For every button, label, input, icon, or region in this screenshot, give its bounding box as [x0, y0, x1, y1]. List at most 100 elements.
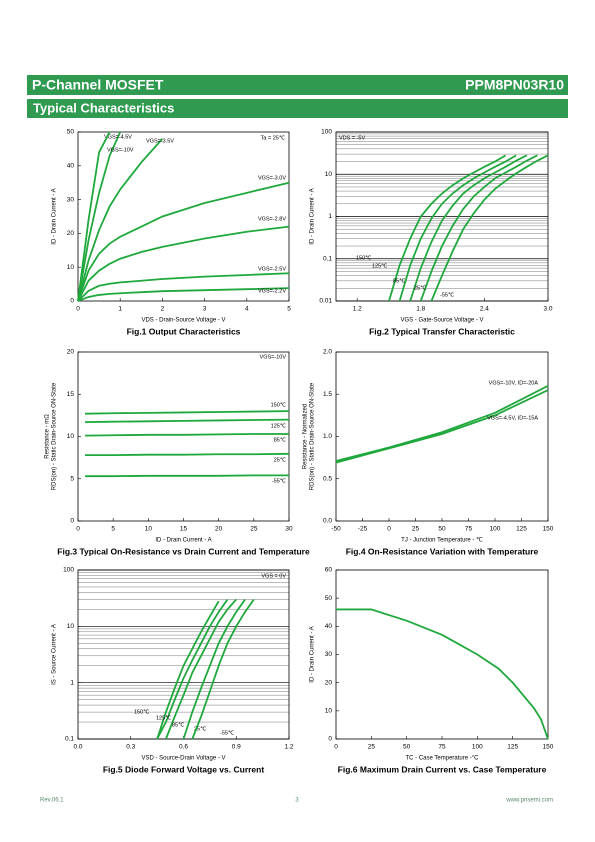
x-tick-label: 1.2	[353, 306, 362, 313]
y-tick-label: 10	[67, 623, 75, 630]
y-tick-label: 0	[328, 736, 332, 743]
series-line	[398, 154, 517, 302]
x-tick-label: 5	[287, 306, 291, 313]
x-tick-label: 1	[118, 306, 122, 313]
y-axis-label: ID - Drain Current - A	[52, 188, 58, 244]
series-line	[77, 272, 290, 302]
plot-frame	[335, 569, 549, 740]
series-line	[388, 154, 507, 302]
x-tick-label: 0.6	[179, 744, 188, 751]
y-tick-label: 40	[67, 163, 75, 170]
plot-frame	[77, 131, 290, 302]
series-label: 150℃	[356, 255, 372, 261]
x-tick-label: 75	[438, 744, 446, 751]
y-tick-label: 1.0	[323, 433, 332, 440]
y-tick-label: 1	[328, 213, 332, 220]
x-tick-label: 4	[245, 306, 249, 313]
series-label: VGS=-2.2V	[258, 288, 286, 294]
y-tick-label: 100	[63, 567, 74, 574]
x-tick-label: 100	[472, 744, 483, 751]
y-tick-label: 5	[70, 475, 74, 482]
y-tick-label: 0.5	[323, 475, 332, 482]
x-axis-label: VSD - Source-Drain Voltage - V	[141, 756, 225, 762]
x-tick-label: 0	[387, 526, 391, 533]
revision: Rev.06.1	[40, 798, 64, 804]
y-axis-label: RDS(on) - Static Drain-Source ON-State	[310, 382, 316, 490]
x-axis-label: ID - Drain Current - A	[155, 538, 211, 544]
y-tick-label: 1.5	[323, 391, 332, 398]
y-axis-label: Resistance - Normalized	[303, 404, 309, 469]
x-tick-label: 25	[368, 744, 376, 751]
y-tick-label: 10	[325, 708, 333, 715]
y-tick-label: 30	[67, 196, 75, 203]
x-tick-label: 1.2	[284, 744, 293, 751]
x-tick-label: 0.3	[126, 744, 135, 751]
x-tick-label: 15	[180, 526, 188, 533]
y-tick-label: 0.0	[323, 518, 332, 525]
series-label: 125℃	[372, 263, 388, 269]
y-tick-label: 50	[67, 129, 75, 136]
x-tick-label: 0	[76, 526, 80, 533]
section-title: Typical Characteristics	[33, 100, 174, 115]
x-tick-label: 25	[412, 526, 420, 533]
chart-title: Fig.2 Typical Transfer Characteristic	[369, 326, 515, 336]
annotation: VGS=-10V	[260, 354, 287, 360]
annotation: VDS = -5V	[339, 135, 365, 141]
series-label: VGS=-2.5V	[258, 266, 286, 272]
series-label: -55℃	[220, 730, 235, 736]
series-line	[77, 181, 290, 302]
y-axis-label: IS - Source Current - A	[52, 624, 58, 685]
annotation: VGS = 0V	[261, 573, 286, 579]
y-tick-label: 20	[67, 349, 75, 356]
y-axis-label: RDS(on) - Static Drain-Source ON-State	[52, 382, 58, 490]
series-label: 85℃	[393, 278, 406, 284]
y-tick-label: 40	[325, 623, 333, 630]
section-bar	[27, 99, 568, 118]
series-line	[85, 410, 290, 415]
series-line	[430, 154, 549, 302]
x-tick-label: 100	[490, 526, 501, 533]
series-line	[85, 452, 290, 456]
series-line	[85, 474, 289, 478]
series-label: VGS=-4.5V, ID=-15A	[487, 415, 538, 421]
x-axis-label: TC - Case Temperature -°C	[406, 756, 480, 762]
x-tick-label: 3	[203, 306, 207, 313]
series-label: VGS=-4.5V	[104, 134, 132, 140]
x-tick-label: 25	[250, 526, 258, 533]
x-tick-label: 0.0	[73, 744, 82, 751]
series-line	[85, 418, 290, 424]
plot-frame	[335, 131, 549, 302]
series-label: VGS=-10V, ID=-20A	[489, 380, 539, 386]
x-tick-label: 50	[403, 744, 411, 751]
y-tick-label: 60	[325, 567, 333, 574]
x-tick-label: 2	[161, 306, 165, 313]
y-tick-label: 10	[67, 433, 75, 440]
series-line	[77, 138, 164, 302]
chart-title: Fig.1 Output Characteristics	[127, 326, 241, 336]
chart: 0.01 0.1 1 10 100 1.2 1.8 2.4 3.0 VGS - Gate-Sour…	[310, 129, 553, 337]
x-tick-label: 30	[285, 526, 293, 533]
series-label: 25℃	[274, 457, 287, 463]
y-axis-label: ID - Drain Current - A	[310, 626, 316, 682]
y-tick-label: 20	[67, 230, 75, 237]
plot-frame	[77, 351, 290, 522]
y-tick-label: 0	[70, 518, 74, 525]
x-tick-label: 20	[215, 526, 223, 533]
y-tick-label: 50	[325, 595, 333, 602]
series-line	[77, 131, 111, 302]
x-tick-label: 1.8	[416, 306, 425, 313]
chart: 0 5 10 15 20 0 5 10 15 20 25 30 ID - Drain Current -…	[45, 349, 310, 557]
website: www.prisemi.com	[505, 798, 553, 804]
series-line	[85, 433, 289, 437]
y-tick-label: 20	[325, 679, 333, 686]
y-tick-label: 10	[325, 171, 333, 178]
series-line	[77, 131, 122, 302]
x-tick-label: 10	[145, 526, 153, 533]
chart: 0.1 1 10 100 0.0 0.3 0.6 0.9 1.2 VSD - Source-Dra…	[52, 567, 294, 775]
series-line	[419, 154, 538, 302]
series-label: -55℃	[440, 292, 455, 298]
x-tick-label: 0	[76, 306, 80, 313]
series-line	[335, 384, 549, 462]
